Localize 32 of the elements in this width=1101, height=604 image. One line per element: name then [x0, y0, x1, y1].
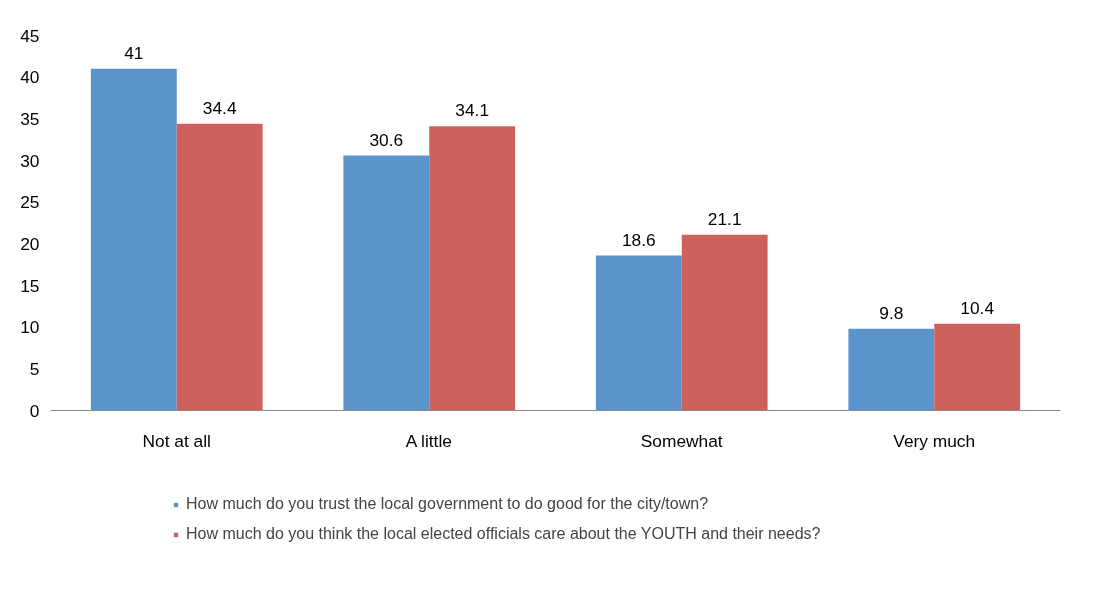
x-tick-label: A little — [405, 430, 452, 451]
data-label: 34.4 — [202, 97, 237, 118]
y-tick-label: 30 — [20, 150, 40, 171]
y-tick-label: 15 — [20, 275, 40, 296]
data-label: 10.4 — [960, 297, 995, 318]
y-tick-label: 20 — [20, 233, 40, 254]
bar — [595, 255, 682, 411]
x-tick-label: Very much — [893, 430, 976, 451]
bar — [934, 323, 1021, 411]
y-tick-label: 0 — [29, 400, 40, 421]
bar — [429, 126, 516, 411]
bar — [90, 68, 177, 411]
data-label: 41 — [124, 42, 144, 63]
data-label: 30.6 — [369, 129, 404, 150]
y-tick-label: 5 — [29, 358, 40, 379]
bar — [176, 123, 263, 411]
legend-label: How much do you think the local elected officials care about the YOUTH and their needs? — [186, 525, 821, 543]
x-tick-label: Somewhat — [640, 430, 723, 451]
y-tick-label: 10 — [20, 317, 40, 338]
y-tick-label: 35 — [20, 108, 40, 129]
data-label: 18.6 — [621, 229, 656, 250]
legend-label: How much do you trust the local government to do good for the city/town? — [186, 495, 709, 513]
y-tick-label: 40 — [20, 67, 40, 88]
data-label: 34.1 — [455, 100, 490, 121]
x-tick-label: Not at all — [142, 430, 211, 451]
bar — [343, 155, 430, 411]
y-tick-label: 25 — [20, 192, 40, 213]
data-label: 9.8 — [879, 302, 904, 323]
bar — [681, 234, 768, 411]
y-tick-label: 45 — [20, 25, 40, 46]
data-label: 21.1 — [707, 208, 742, 229]
bar — [848, 328, 935, 411]
